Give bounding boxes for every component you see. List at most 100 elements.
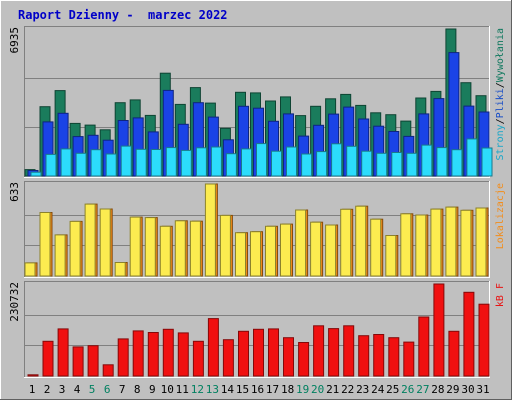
panel-mid-legend: Lokalizacje (495, 183, 506, 249)
x-tick-label-day-19: 19 (296, 383, 309, 396)
bar-mid-highlight-day-14 (219, 214, 231, 277)
bar-bottom-kb-f-day-8 (132, 330, 144, 377)
bar-mid-highlight-day-28 (430, 208, 442, 277)
bar-top-strony-day-14 (225, 153, 237, 177)
bar-top-strony-day-3 (60, 148, 72, 177)
x-tick-label-day-22: 22 (341, 383, 354, 396)
bar-mid-highlight-day-3 (54, 234, 66, 277)
bar-bottom-kb-f-day-29 (448, 330, 460, 377)
x-tick-label-day-7: 7 (119, 383, 126, 396)
chart-title: Raport Dzienny - marzec 2022 (18, 8, 228, 22)
x-tick-label-day-26: 26 (401, 383, 414, 396)
bar-mid-highlight-day-12 (189, 220, 201, 277)
bar-top-strony-day-24 (376, 152, 388, 177)
x-tick-label-day-1: 1 (29, 383, 36, 396)
bar-top-strony-day-8 (135, 148, 147, 177)
bar-mid-highlight-day-16 (250, 231, 261, 277)
x-tick-label-day-18: 18 (281, 383, 294, 396)
x-tick-label-day-2: 2 (44, 383, 51, 396)
bar-top-strony-day-13 (210, 146, 222, 177)
panel-mid: 633 Lokalizacje (8, 181, 506, 278)
legend-item-strony: Strony (495, 124, 506, 160)
x-tick-label-day-28: 28 (431, 383, 444, 396)
bar-bottom-kb-f-day-14 (222, 339, 234, 377)
panel-mid-y-max-label: 633 (8, 182, 21, 202)
bar-top-strony-day-25 (391, 152, 403, 177)
bar-top-strony-day-26 (406, 152, 418, 177)
bar-mid-highlight-day-24 (370, 218, 382, 277)
x-tick-label-day-12: 12 (191, 383, 204, 396)
bar-bottom-kb-f-day-20 (313, 325, 325, 377)
bar-bottom-kb-f-day-18 (283, 337, 294, 377)
bar-top-strony-day-28 (436, 147, 448, 177)
bar-mid-highlight-day-15 (235, 232, 246, 277)
x-tick-label-day-9: 9 (149, 383, 156, 396)
bar-top-strony-day-31 (481, 147, 493, 177)
bar-bottom-kb-f-day-15 (238, 330, 249, 377)
bar-bottom-kb-f-day-1 (27, 374, 39, 377)
bar-top-strony-day-4 (75, 152, 87, 177)
bar-top-strony-day-15 (241, 148, 252, 177)
bar-bottom-kb-f-day-16 (253, 328, 264, 377)
bar-top-strony-day-16 (256, 143, 267, 177)
x-tick-label-day-27: 27 (416, 383, 429, 396)
panel-bottom: 230732 kB F (8, 281, 506, 378)
bar-mid-highlight-day-26 (400, 213, 412, 277)
bar-bottom-kb-f-day-2 (42, 340, 54, 377)
panel-bottom-y-max-label: 230732 (8, 282, 21, 322)
bar-top-strony-day-22 (346, 145, 358, 177)
bar-bottom-kb-f-day-21 (328, 328, 340, 377)
bar-top-strony-day-1 (30, 171, 42, 177)
x-tick-label-day-16: 16 (251, 383, 264, 396)
x-tick-label-day-31: 31 (476, 383, 489, 396)
bar-bottom-kb-f-day-31 (478, 303, 490, 377)
bar-top-strony-day-29 (451, 149, 463, 177)
legend-item-pliki: Pliki (495, 88, 506, 118)
bar-bottom-kb-f-day-11 (177, 332, 189, 377)
bar-top-strony-day-18 (286, 146, 297, 177)
legend-item-lokalizacje: Lokalizacje (495, 183, 506, 249)
bar-mid-highlight-day-30 (460, 209, 472, 277)
x-tick-label-day-17: 17 (266, 383, 279, 396)
x-tick-label-day-29: 29 (446, 383, 459, 396)
bar-bottom-kb-f-day-24 (373, 334, 385, 377)
x-tick-label-day-3: 3 (59, 383, 66, 396)
bar-mid-highlight-day-21 (325, 224, 337, 277)
bar-top-strony-day-6 (105, 153, 117, 177)
bar-mid-highlight-day-13 (204, 183, 216, 277)
bar-bottom-kb-f-day-19 (298, 342, 310, 377)
bar-bottom-kb-f-day-4 (72, 346, 84, 377)
x-axis-labels: 1 2 3 4 5 6 7 8 9 10 11 12 13 14 15 16 17 18 19 20 21 22 23 24 2… (29, 383, 490, 396)
bar-mid-highlight-day-5 (84, 203, 96, 277)
bar-bottom-kb-f-day-25 (388, 337, 400, 377)
bar-bottom-kb-f-day-30 (463, 291, 475, 377)
bar-mid-highlight-day-19 (295, 209, 307, 277)
bar-top-strony-day-17 (271, 150, 282, 177)
legend-item-kb-f: kB F (495, 283, 506, 307)
bar-mid-highlight-day-6 (99, 208, 111, 277)
legend-separator: / (495, 118, 506, 124)
bar-bottom-kb-f-day-23 (358, 335, 370, 377)
bar-top-strony-day-2 (45, 153, 57, 177)
bar-mid-highlight-day-22 (340, 208, 352, 277)
x-tick-label-day-30: 30 (461, 383, 474, 396)
bar-top-strony-day-9 (150, 149, 162, 177)
x-tick-label-day-14: 14 (221, 383, 235, 396)
bar-top-strony-day-10 (165, 147, 177, 177)
bar-mid-highlight-day-10 (159, 225, 171, 277)
x-tick-label-day-8: 8 (134, 383, 141, 396)
bar-top-strony-day-19 (301, 153, 313, 177)
bar-mid-highlight-day-18 (280, 223, 291, 277)
bar-mid-highlight-day-27 (415, 214, 427, 277)
bar-top-strony-day-12 (195, 147, 207, 177)
x-tick-label-day-4: 4 (74, 383, 81, 396)
x-tick-label-day-21: 21 (326, 383, 339, 396)
bar-bottom-kb-f-day-17 (268, 328, 279, 377)
bar-top-strony-day-20 (316, 151, 328, 177)
bar-bottom-kb-f-day-5 (87, 345, 99, 377)
bar-top-strony-day-27 (421, 144, 433, 177)
bar-bottom-kb-f-day-22 (343, 325, 355, 377)
bar-top-strony-day-11 (180, 149, 192, 177)
